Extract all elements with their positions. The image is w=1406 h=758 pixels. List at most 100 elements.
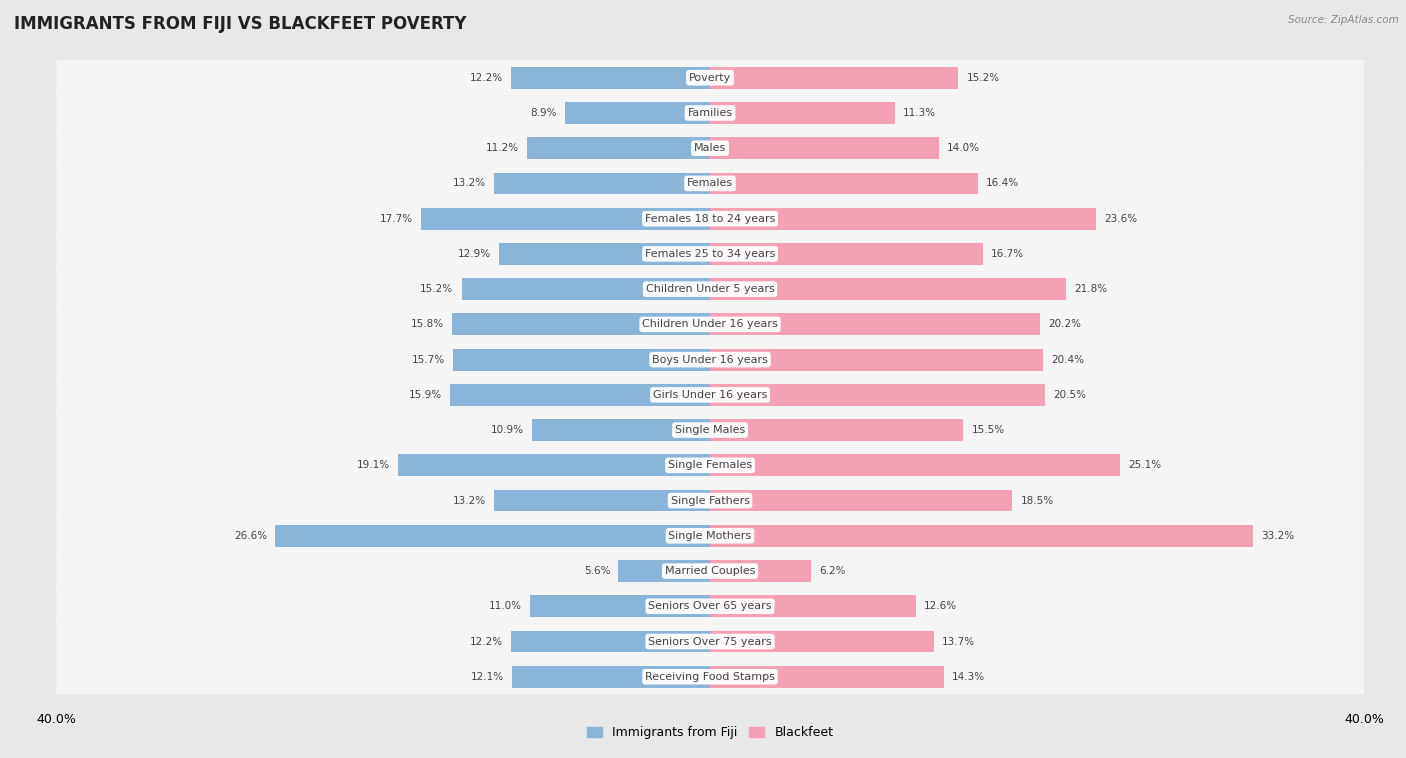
Text: 15.7%: 15.7%: [412, 355, 446, 365]
Bar: [710, 173, 979, 194]
Bar: [710, 314, 1040, 335]
Text: 13.7%: 13.7%: [942, 637, 976, 647]
Bar: [710, 454, 1121, 476]
Bar: [710, 595, 915, 617]
FancyBboxPatch shape: [56, 201, 1364, 236]
Text: 17.7%: 17.7%: [380, 214, 412, 224]
Bar: [499, 243, 710, 265]
Bar: [710, 137, 939, 159]
Text: Females: Females: [688, 178, 733, 189]
Text: 11.2%: 11.2%: [485, 143, 519, 153]
Text: Girls Under 16 years: Girls Under 16 years: [652, 390, 768, 400]
Text: Source: ZipAtlas.com: Source: ZipAtlas.com: [1288, 15, 1399, 25]
Bar: [512, 666, 710, 688]
Bar: [398, 454, 710, 476]
FancyBboxPatch shape: [56, 659, 1364, 694]
Text: 14.3%: 14.3%: [952, 672, 986, 681]
Bar: [710, 560, 811, 582]
Bar: [710, 419, 963, 441]
FancyBboxPatch shape: [56, 236, 1364, 271]
Text: Single Males: Single Males: [675, 425, 745, 435]
Text: Single Fathers: Single Fathers: [671, 496, 749, 506]
Bar: [450, 384, 710, 406]
Text: 15.8%: 15.8%: [411, 319, 444, 330]
Text: 12.9%: 12.9%: [458, 249, 491, 259]
Text: 12.6%: 12.6%: [924, 601, 957, 611]
Text: Families: Families: [688, 108, 733, 118]
FancyBboxPatch shape: [56, 518, 1364, 553]
Text: 21.8%: 21.8%: [1074, 284, 1108, 294]
Bar: [710, 102, 894, 124]
Text: Females 25 to 34 years: Females 25 to 34 years: [645, 249, 775, 259]
Text: Receiving Food Stamps: Receiving Food Stamps: [645, 672, 775, 681]
Bar: [710, 384, 1045, 406]
Text: Females 18 to 24 years: Females 18 to 24 years: [645, 214, 775, 224]
Text: 26.6%: 26.6%: [233, 531, 267, 540]
Text: 15.9%: 15.9%: [409, 390, 441, 400]
Text: 12.1%: 12.1%: [471, 672, 505, 681]
FancyBboxPatch shape: [56, 96, 1364, 130]
Text: Single Mothers: Single Mothers: [668, 531, 752, 540]
Text: 8.9%: 8.9%: [530, 108, 557, 118]
Bar: [510, 67, 710, 89]
Bar: [461, 278, 710, 300]
Bar: [453, 349, 710, 371]
FancyBboxPatch shape: [56, 60, 1364, 96]
FancyBboxPatch shape: [56, 307, 1364, 342]
FancyBboxPatch shape: [56, 483, 1364, 518]
Bar: [276, 525, 710, 547]
Text: 11.3%: 11.3%: [903, 108, 936, 118]
Text: 16.7%: 16.7%: [991, 249, 1025, 259]
Text: 33.2%: 33.2%: [1261, 531, 1294, 540]
FancyBboxPatch shape: [56, 553, 1364, 589]
Text: 19.1%: 19.1%: [357, 460, 389, 470]
Bar: [510, 631, 710, 653]
Text: 12.2%: 12.2%: [470, 637, 502, 647]
Text: 15.2%: 15.2%: [420, 284, 453, 294]
Bar: [619, 560, 710, 582]
Text: 13.2%: 13.2%: [453, 496, 486, 506]
Bar: [710, 243, 983, 265]
Legend: Immigrants from Fiji, Blackfeet: Immigrants from Fiji, Blackfeet: [582, 722, 838, 744]
Text: Married Couples: Married Couples: [665, 566, 755, 576]
Bar: [531, 419, 710, 441]
Text: 15.2%: 15.2%: [967, 73, 1000, 83]
Text: 12.2%: 12.2%: [470, 73, 502, 83]
Text: Children Under 5 years: Children Under 5 years: [645, 284, 775, 294]
Bar: [710, 349, 1043, 371]
Bar: [530, 595, 710, 617]
Text: 20.2%: 20.2%: [1049, 319, 1081, 330]
Bar: [710, 525, 1253, 547]
Bar: [420, 208, 710, 230]
FancyBboxPatch shape: [56, 130, 1364, 166]
Text: 13.2%: 13.2%: [453, 178, 486, 189]
FancyBboxPatch shape: [56, 448, 1364, 483]
Text: Boys Under 16 years: Boys Under 16 years: [652, 355, 768, 365]
Bar: [565, 102, 710, 124]
Text: 15.5%: 15.5%: [972, 425, 1005, 435]
Text: Seniors Over 75 years: Seniors Over 75 years: [648, 637, 772, 647]
Text: 20.5%: 20.5%: [1053, 390, 1087, 400]
Bar: [710, 631, 934, 653]
FancyBboxPatch shape: [56, 377, 1364, 412]
Text: 25.1%: 25.1%: [1129, 460, 1161, 470]
Text: 16.4%: 16.4%: [986, 178, 1019, 189]
Text: Poverty: Poverty: [689, 73, 731, 83]
Bar: [527, 137, 710, 159]
Text: 18.5%: 18.5%: [1021, 496, 1053, 506]
Text: 5.6%: 5.6%: [583, 566, 610, 576]
Bar: [710, 666, 943, 688]
Bar: [495, 490, 710, 512]
Text: Single Females: Single Females: [668, 460, 752, 470]
Bar: [495, 173, 710, 194]
Bar: [710, 67, 959, 89]
Text: 11.0%: 11.0%: [489, 601, 522, 611]
Text: 10.9%: 10.9%: [491, 425, 523, 435]
Text: 20.4%: 20.4%: [1052, 355, 1084, 365]
Text: 6.2%: 6.2%: [820, 566, 846, 576]
Bar: [710, 278, 1066, 300]
Text: 23.6%: 23.6%: [1104, 214, 1137, 224]
FancyBboxPatch shape: [56, 412, 1364, 448]
Text: Seniors Over 65 years: Seniors Over 65 years: [648, 601, 772, 611]
FancyBboxPatch shape: [56, 342, 1364, 377]
